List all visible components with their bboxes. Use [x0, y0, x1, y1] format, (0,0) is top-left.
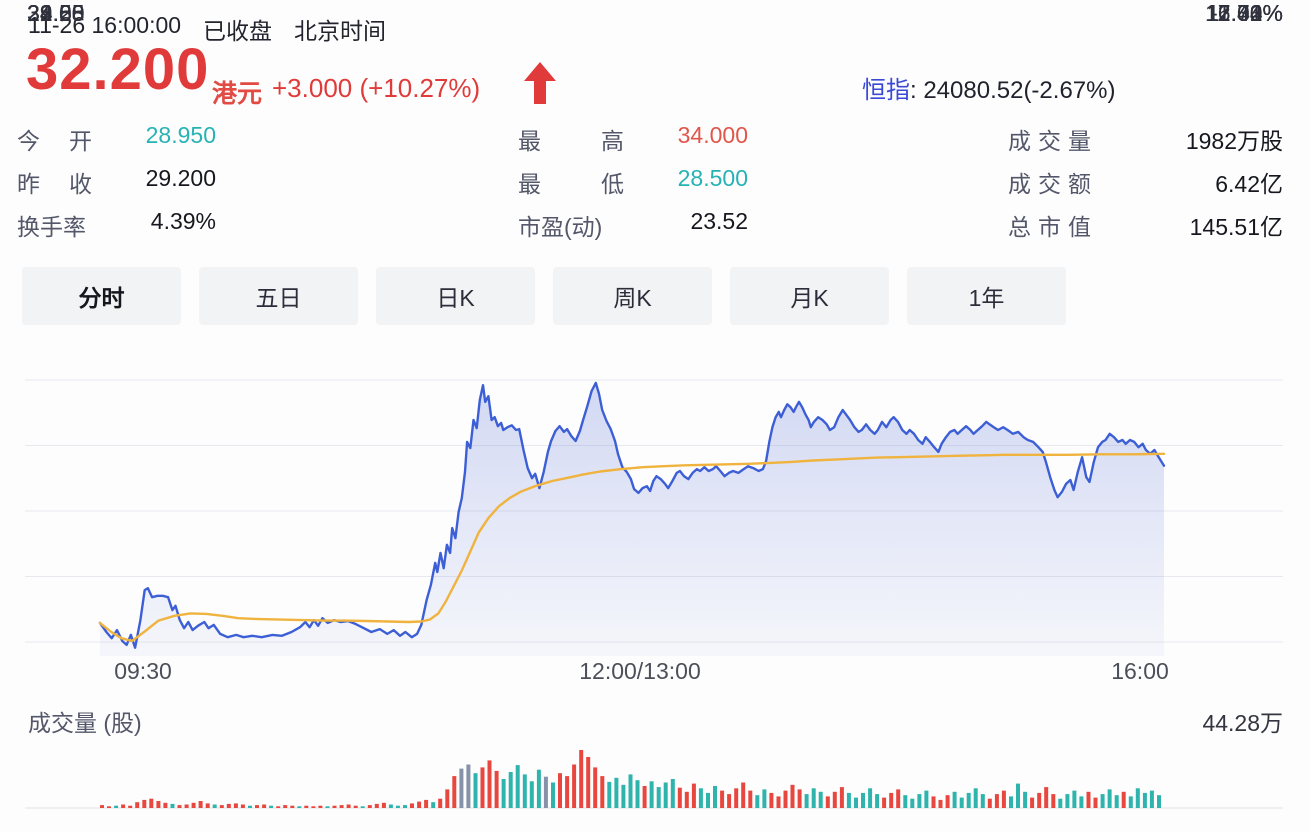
tab-intraday[interactable]: 分时	[22, 267, 181, 325]
index-value: : 24080.52(-2.67%)	[910, 77, 1116, 104]
stat-label-open: 今 开	[17, 128, 92, 154]
y-axis-left-label: 29.88	[27, 0, 85, 26]
status-line: 11-26 16:00:00 已收盘 北京时间	[28, 12, 386, 46]
stat-label-low: 最 低	[518, 171, 624, 197]
x-axis-tick-0930: 09:30	[114, 658, 172, 684]
price-area-fill	[100, 382, 1164, 656]
intraday-price-chart[interactable]	[0, 340, 1310, 670]
volume-panel-title: 成交量 (股)	[28, 710, 142, 736]
stat-value-open: 28.950	[145, 122, 216, 148]
tab-one-year[interactable]: 1年	[907, 267, 1066, 325]
y-axis-left-label: 28.50	[27, 0, 85, 26]
tab-daily-k[interactable]: 日K	[376, 267, 535, 325]
index-name: 恒指	[862, 77, 910, 104]
timezone-label: 北京时间	[294, 18, 387, 44]
price-change: +3.000 (+10.27%)	[272, 73, 481, 103]
hang-seng-index: 恒指: 24080.52(-2.67%)	[862, 70, 1115, 105]
x-axis-tick-noon: 12:00/13:00	[579, 658, 701, 684]
stat-label-volume: 成交量	[1008, 128, 1098, 154]
stat-value-market-cap: 145.51亿	[1189, 214, 1283, 240]
stat-label-amount: 成交额	[1008, 171, 1098, 197]
x-axis-tick-1600: 16:00	[1111, 658, 1169, 684]
y-axis-right-label: 7.02%	[1217, 0, 1283, 26]
y-axis-right-label: 11.73%	[1206, 0, 1283, 26]
up-arrow-icon	[524, 62, 556, 104]
stat-value-turnover-rate: 4.39%	[150, 208, 216, 234]
y-axis-right-label: 2.31%	[1217, 0, 1283, 26]
tab-monthly-k[interactable]: 月K	[730, 267, 889, 325]
stat-label-pe-ratio: 市盈(动)	[518, 214, 603, 240]
stat-label-turnover-rate: 换手率	[17, 214, 86, 240]
y-axis-right-label: -2.40%	[1210, 0, 1283, 26]
tab-weekly-k[interactable]: 周K	[553, 267, 712, 325]
stat-label-prev-close: 昨 收	[17, 171, 92, 197]
stat-value-low: 28.500	[677, 165, 748, 191]
period-tabs: 分时 五日 日K 周K 月K 1年	[22, 267, 1066, 325]
avg-price-line	[98, 452, 1166, 643]
y-axis-left-label: 32.63	[27, 0, 85, 26]
stat-label-market-cap: 总市值	[1008, 214, 1098, 240]
y-axis-left-label: 34.00	[27, 0, 85, 26]
market-status: 已收盘	[203, 18, 273, 44]
y-axis-right-label: 16.44%	[1204, 0, 1283, 26]
quote-datetime: 11-26 16:00:00	[28, 12, 182, 38]
current-price: 32.200	[26, 37, 210, 102]
stat-value-volume: 1982万股	[1185, 128, 1283, 154]
volume-bars	[100, 750, 1161, 808]
stat-value-prev-close: 29.200	[145, 165, 216, 191]
volume-max-label: 44.28万	[1202, 710, 1283, 736]
stat-value-pe-ratio: 23.52	[690, 208, 748, 234]
volume-bar-chart[interactable]	[0, 736, 1310, 816]
y-axis-left-label: 31.25	[27, 0, 85, 26]
stat-value-amount: 6.42亿	[1215, 171, 1283, 197]
tab-five-day[interactable]: 五日	[199, 267, 358, 325]
stat-label-high: 最 高	[518, 128, 624, 154]
stat-value-high: 34.000	[677, 122, 748, 148]
currency-label: 港元	[212, 80, 263, 108]
